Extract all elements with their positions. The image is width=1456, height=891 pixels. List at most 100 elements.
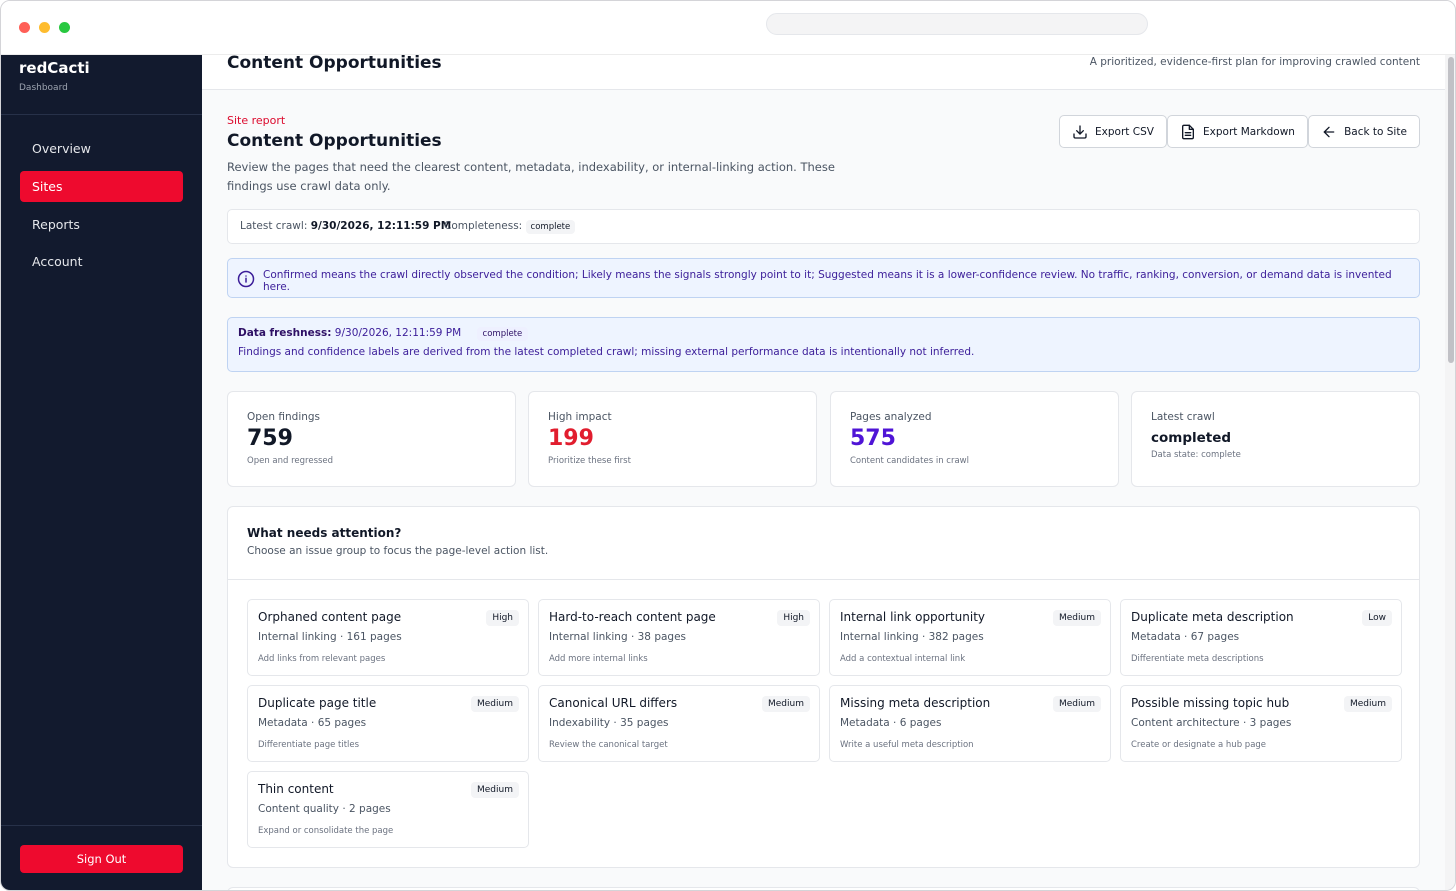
stat-value: 575 — [850, 426, 896, 451]
stat-card-pages-analyzed: Pages analyzed 575 Content candidates in… — [830, 391, 1119, 487]
issue-group-card[interactable]: Possible missing topic hub Medium Conten… — [1120, 685, 1402, 762]
issue-group-title: Internal link opportunity — [840, 610, 986, 624]
page-scrollbar[interactable] — [1445, 55, 1455, 890]
issue-group-title: Missing meta description — [840, 696, 991, 710]
document-icon — [1182, 124, 1195, 139]
close-window-button[interactable] — [19, 22, 30, 33]
download-icon — [1073, 124, 1087, 139]
data-freshness-note: Findings and confidence labels are deriv… — [238, 346, 975, 358]
attention-subtitle: Choose an issue group to focus the page-… — [247, 545, 549, 557]
issue-group-meta: Internal linking · 38 pages — [549, 631, 687, 643]
issue-group-meta: Content quality · 2 pages — [258, 803, 391, 815]
impact-badge: Medium — [1344, 696, 1392, 712]
issue-group-action: Create or designate a hub page — [1131, 740, 1267, 750]
sidebar-divider — [1, 114, 202, 115]
issue-group-card[interactable]: Orphaned content page High Internal link… — [247, 599, 529, 676]
back-to-site-button[interactable]: Back to Site — [1308, 115, 1420, 148]
export-csv-button[interactable]: Export CSV — [1059, 115, 1167, 148]
issue-group-action: Differentiate meta descriptions — [1131, 654, 1264, 664]
completeness: Completeness: complete — [444, 220, 576, 234]
stat-label: Latest crawl — [1151, 411, 1215, 423]
issue-group-card[interactable]: Thin content Medium Content quality · 2 … — [247, 771, 529, 848]
confidence-info-banner: Confirmed means the crawl directly obser… — [227, 258, 1420, 298]
issue-group-meta: Metadata · 67 pages — [1131, 631, 1240, 643]
issue-group-meta: Internal linking · 161 pages — [258, 631, 402, 643]
arrow-left-icon — [1323, 126, 1335, 137]
stat-value: 199 — [548, 426, 594, 451]
issue-group-action: Differentiate page titles — [258, 740, 360, 750]
issue-group-card[interactable]: Hard-to-reach content page High Internal… — [538, 599, 820, 676]
issue-group-meta: Content architecture · 3 pages — [1131, 717, 1292, 729]
sign-out-button[interactable]: Sign Out — [20, 845, 183, 873]
sidebar-item-sites[interactable]: Sites — [20, 171, 183, 202]
scrollbar-thumb[interactable] — [1448, 57, 1454, 363]
stat-card-high-impact: High impact 199 Prioritize these first — [528, 391, 817, 487]
sidebar-divider-bottom — [1, 825, 202, 826]
title-bar — [1, 1, 1455, 55]
stat-value: completed — [1151, 430, 1232, 446]
latest-crawl-value: 9/30/2026, 12:11:59 PM — [310, 220, 452, 232]
issue-group-action: Expand or consolidate the page — [258, 826, 394, 836]
completeness-badge: complete — [525, 220, 576, 234]
latest-crawl: Latest crawl: 9/30/2026, 12:11:59 PM — [240, 220, 451, 232]
issue-group-card[interactable]: Duplicate page title Medium Metadata · 6… — [247, 685, 529, 762]
export-markdown-label: Export Markdown — [1203, 125, 1295, 138]
page-title: Content Opportunities — [227, 55, 442, 73]
report-description: Review the pages that need the clearest … — [227, 160, 835, 193]
stat-subtext: Data state: complete — [1151, 450, 1241, 460]
impact-badge: Medium — [1053, 610, 1101, 626]
issue-group-meta: Metadata · 65 pages — [258, 717, 367, 729]
sidebar-item-overview[interactable]: Overview — [32, 141, 91, 156]
data-freshness-value: 9/30/2026, 12:11:59 PM — [334, 327, 462, 339]
stat-subtext: Content candidates in crawl — [850, 456, 969, 466]
issue-group-action: Add a contextual internal link — [840, 654, 966, 664]
stat-card-open-findings: Open findings 759 Open and regressed — [227, 391, 516, 487]
data-freshness-badge: complete — [476, 327, 529, 341]
issue-group-action: Add links from relevant pages — [258, 654, 386, 664]
impact-badge: Medium — [762, 696, 810, 712]
address-bar[interactable] — [766, 13, 1148, 35]
minimize-window-button[interactable] — [39, 22, 50, 33]
stat-value: 759 — [247, 426, 293, 451]
issue-group-meta: Internal linking · 382 pages — [840, 631, 984, 643]
issue-group-title: Duplicate meta description — [1131, 610, 1294, 624]
back-to-site-label: Back to Site — [1344, 125, 1407, 138]
impact-badge: High — [777, 610, 810, 626]
stat-label: Open findings — [247, 411, 321, 423]
maximize-window-button[interactable] — [59, 22, 70, 33]
issue-group-meta: Metadata · 6 pages — [840, 717, 942, 729]
attention-panel: What needs attention? Choose an issue gr… — [227, 506, 1420, 868]
crawl-summary-bar: Latest crawl: 9/30/2026, 12:11:59 PM Com… — [227, 209, 1420, 244]
attention-divider — [228, 579, 1419, 580]
issue-group-title: Thin content — [258, 782, 334, 796]
issue-group-title: Duplicate page title — [258, 696, 377, 710]
attention-title: What needs attention? — [247, 526, 402, 540]
sidebar: redCacti Dashboard Overview Sites Report… — [1, 55, 202, 890]
stat-subtext: Open and regressed — [247, 456, 334, 466]
issue-group-card[interactable]: Internal link opportunity Medium Interna… — [829, 599, 1111, 676]
confidence-info-text: Confirmed means the crawl directly obser… — [263, 269, 1392, 293]
issue-group-card[interactable]: Duplicate meta description Low Metadata … — [1120, 599, 1402, 676]
impact-badge: High — [486, 610, 519, 626]
main-content: Content Opportunities A prioritized, evi… — [202, 55, 1445, 890]
next-panel — [227, 887, 1420, 890]
brand-name[interactable]: redCacti — [19, 59, 90, 77]
page-header: Content Opportunities A prioritized, evi… — [202, 55, 1445, 90]
stat-card-latest-crawl: Latest crawl completed Data state: compl… — [1131, 391, 1420, 487]
data-freshness-banner: Data freshness: 9/30/2026, 12:11:59 PM c… — [227, 317, 1420, 372]
impact-badge: Medium — [471, 782, 519, 798]
export-csv-label: Export CSV — [1095, 125, 1154, 138]
issue-group-card[interactable]: Missing meta description Medium Metadata… — [829, 685, 1111, 762]
sidebar-item-reports[interactable]: Reports — [32, 217, 80, 232]
export-markdown-button[interactable]: Export Markdown — [1167, 115, 1308, 148]
issue-group-action: Add more internal links — [549, 654, 648, 664]
issue-group-card[interactable]: Canonical URL differs Medium Indexabilit… — [538, 685, 820, 762]
latest-crawl-label: Latest crawl: — [240, 220, 308, 232]
issue-group-action: Write a useful meta description — [840, 740, 974, 750]
report-eyebrow: Site report — [227, 114, 286, 127]
issue-group-action: Review the canonical target — [549, 740, 668, 750]
report-title: Content Opportunities — [227, 131, 442, 151]
sidebar-item-account[interactable]: Account — [32, 254, 83, 269]
stat-subtext: Prioritize these first — [548, 456, 631, 466]
